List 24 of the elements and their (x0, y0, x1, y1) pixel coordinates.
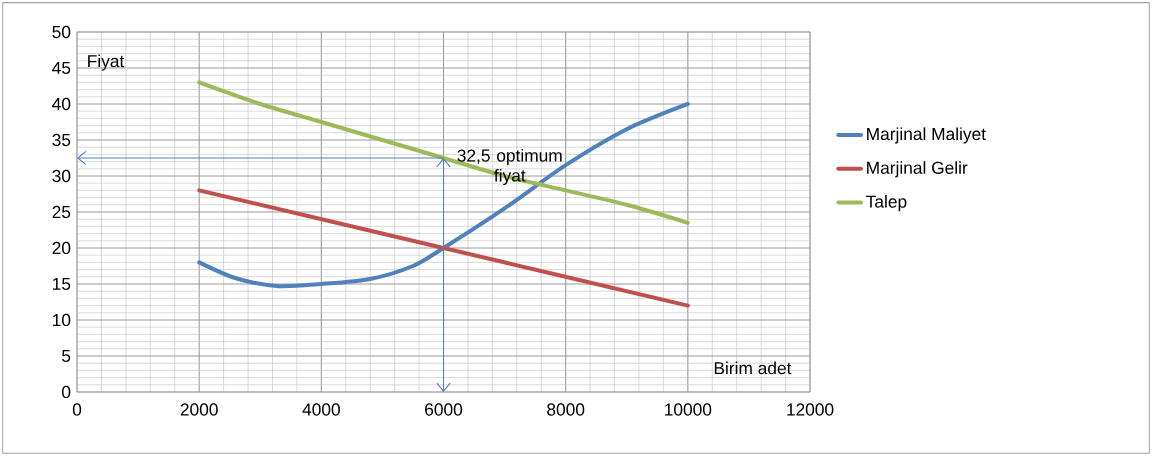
line-series (197, 80, 690, 225)
legend-label: Marjinal Maliyet (867, 127, 986, 144)
x-tick-label: 0 (72, 403, 82, 416)
y-tick-label: 40 (52, 97, 71, 111)
y-axis-title: Fiyat (88, 54, 125, 71)
x-tick-label: 6000 (425, 403, 463, 416)
y-tick-label: 0 (62, 385, 71, 399)
x-tick-label: 8000 (547, 403, 585, 416)
legend-label: Marjinal Gelir (867, 161, 968, 178)
y-tick-label: 5 (62, 349, 71, 363)
x-tick-label: 10000 (665, 403, 712, 416)
y-tick-label: 50 (52, 25, 71, 39)
y-tick-label: 25 (52, 205, 71, 219)
x-tick-label: 12000 (787, 403, 834, 416)
x-axis-title: Birim adet (714, 361, 792, 375)
y-tick-label: 10 (53, 313, 71, 327)
x-tick-label: 4000 (302, 403, 340, 416)
x-tick-label: 2000 (180, 403, 218, 416)
y-tick-label: 20 (52, 241, 71, 255)
legend-label: Talep (866, 195, 907, 212)
y-tick-label: 30 (52, 169, 71, 183)
y-tick-label: 35 (52, 133, 71, 147)
y-tick-label: 15 (53, 277, 71, 291)
y-tick-label: 45 (52, 61, 71, 75)
